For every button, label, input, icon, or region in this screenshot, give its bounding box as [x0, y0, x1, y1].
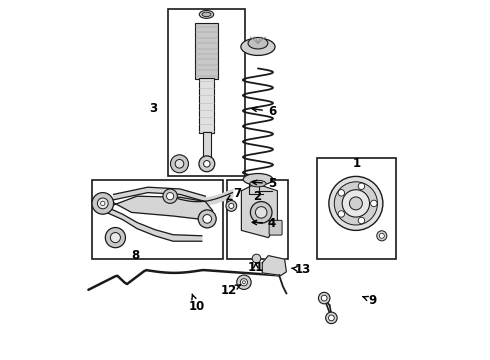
Bar — [317, 158, 396, 259]
Circle shape — [349, 197, 363, 210]
Bar — [92, 180, 223, 259]
Circle shape — [171, 155, 189, 173]
FancyBboxPatch shape — [269, 220, 282, 235]
Circle shape — [328, 315, 334, 321]
Circle shape — [334, 182, 377, 225]
Circle shape — [379, 233, 384, 238]
Circle shape — [110, 233, 121, 243]
Ellipse shape — [202, 12, 211, 17]
Text: 13: 13 — [292, 263, 311, 276]
Polygon shape — [262, 256, 286, 275]
Text: 12: 12 — [220, 284, 240, 297]
Circle shape — [326, 312, 337, 324]
Circle shape — [198, 210, 216, 228]
Bar — [168, 9, 245, 176]
Circle shape — [100, 201, 105, 206]
Text: 10: 10 — [188, 294, 204, 312]
Polygon shape — [108, 196, 213, 220]
Ellipse shape — [241, 38, 275, 55]
Text: 2: 2 — [253, 190, 262, 203]
Circle shape — [321, 295, 327, 301]
Bar — [203, 132, 211, 158]
Circle shape — [229, 203, 234, 208]
Ellipse shape — [250, 180, 266, 187]
Circle shape — [237, 275, 251, 289]
Ellipse shape — [248, 37, 268, 49]
Circle shape — [377, 231, 387, 241]
Ellipse shape — [243, 174, 273, 185]
Text: 11: 11 — [247, 261, 264, 274]
Bar — [196, 23, 218, 79]
Circle shape — [252, 254, 261, 263]
Circle shape — [98, 198, 108, 209]
Text: 9: 9 — [363, 294, 377, 307]
Text: 8: 8 — [131, 249, 139, 262]
Circle shape — [163, 189, 177, 203]
Circle shape — [92, 193, 114, 214]
Text: 4: 4 — [252, 217, 276, 230]
Polygon shape — [242, 184, 277, 238]
Circle shape — [167, 193, 174, 200]
Circle shape — [342, 190, 369, 217]
Text: 6: 6 — [252, 105, 276, 118]
Ellipse shape — [199, 10, 214, 18]
Bar — [198, 78, 215, 133]
Circle shape — [105, 228, 125, 248]
Circle shape — [358, 183, 365, 189]
Polygon shape — [106, 207, 202, 241]
Circle shape — [204, 161, 210, 167]
Text: 7: 7 — [227, 187, 242, 200]
Circle shape — [255, 207, 267, 218]
Text: 5: 5 — [252, 177, 276, 190]
Circle shape — [329, 176, 383, 230]
Circle shape — [199, 156, 215, 172]
Circle shape — [226, 201, 237, 211]
Bar — [227, 180, 288, 259]
Circle shape — [203, 215, 212, 223]
Circle shape — [370, 200, 377, 207]
Circle shape — [338, 211, 344, 217]
Text: 1: 1 — [352, 157, 361, 170]
Circle shape — [318, 292, 330, 304]
Circle shape — [358, 217, 365, 224]
Circle shape — [175, 159, 184, 168]
Circle shape — [250, 202, 272, 223]
Circle shape — [243, 281, 245, 284]
Polygon shape — [114, 187, 205, 202]
Circle shape — [338, 190, 344, 196]
Text: 3: 3 — [149, 102, 157, 114]
Circle shape — [240, 279, 247, 286]
